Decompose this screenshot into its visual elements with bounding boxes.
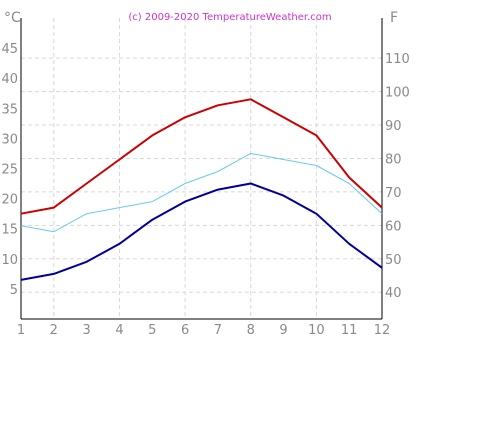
x-tick-label: 3 bbox=[82, 323, 90, 338]
right-axis-unit: F bbox=[390, 10, 398, 26]
tick-labels: 1 2 3 4 5 6 7 8 9 10 11 125101520253035404540506070… bbox=[1, 42, 409, 338]
grid-lines bbox=[21, 18, 382, 319]
x-tick-label: 11 bbox=[341, 323, 358, 338]
axes bbox=[20, 18, 383, 320]
x-tick-label: 1 bbox=[17, 323, 25, 338]
copyright-credit: (c) 2009-2020 TemperatureWeather.com bbox=[128, 12, 331, 23]
y-tick-label: 25 bbox=[1, 163, 18, 178]
x-tick-label: 8 bbox=[247, 323, 255, 338]
y2-tick-label: 90 bbox=[385, 119, 402, 134]
series-line-2 bbox=[20, 152, 383, 233]
x-tick-label: 6 bbox=[181, 323, 189, 338]
y2-tick-label: 60 bbox=[385, 219, 402, 234]
y-tick-label: 15 bbox=[1, 223, 18, 238]
y2-tick-label: 50 bbox=[385, 253, 402, 268]
x-tick-label: 12 bbox=[374, 323, 391, 338]
x-tick-label: 2 bbox=[50, 323, 58, 338]
y-tick-label: 30 bbox=[1, 132, 18, 147]
y2-tick-label: 100 bbox=[385, 86, 410, 101]
left-axis-unit: °C bbox=[4, 10, 21, 26]
x-tick-label: 5 bbox=[148, 323, 156, 338]
y2-tick-label: 40 bbox=[385, 286, 402, 301]
y-tick-label: 40 bbox=[1, 72, 18, 87]
x-tick-label: 10 bbox=[308, 323, 325, 338]
y-tick-label: 10 bbox=[1, 253, 18, 268]
series-lines bbox=[20, 98, 383, 281]
series-line-1 bbox=[20, 98, 383, 215]
x-tick-label: 7 bbox=[214, 323, 222, 338]
y-tick-label: 35 bbox=[1, 102, 18, 117]
y2-tick-label: 80 bbox=[385, 152, 402, 167]
series-line-3 bbox=[20, 182, 383, 281]
y2-tick-label: 70 bbox=[385, 186, 402, 201]
y-tick-label: 45 bbox=[1, 42, 18, 57]
y2-tick-label: 110 bbox=[385, 52, 410, 67]
x-tick-label: 4 bbox=[115, 323, 123, 338]
y-tick-label: 5 bbox=[10, 283, 18, 298]
y-tick-label: 20 bbox=[1, 193, 18, 208]
x-tick-label: 9 bbox=[279, 323, 287, 338]
